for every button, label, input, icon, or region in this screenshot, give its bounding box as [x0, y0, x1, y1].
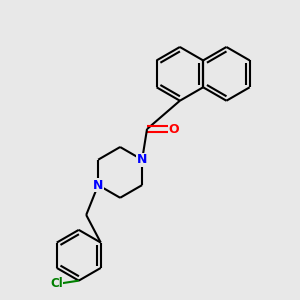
Text: N: N	[93, 178, 103, 192]
Text: O: O	[169, 123, 179, 136]
Text: Cl: Cl	[50, 277, 63, 290]
Text: N: N	[137, 153, 147, 166]
